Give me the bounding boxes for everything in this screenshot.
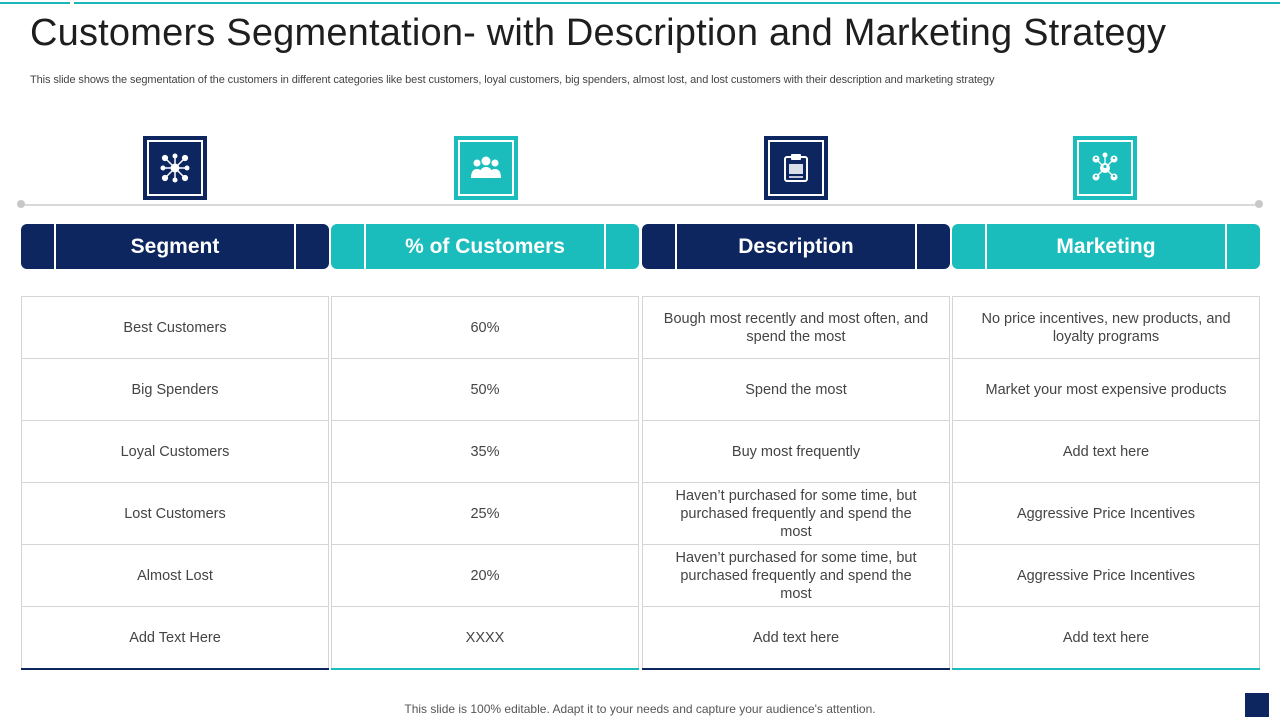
column-underline <box>642 668 950 670</box>
column-underline <box>21 668 329 670</box>
table-cell: Bough most recently and most often, and … <box>643 297 949 359</box>
top-accent-line <box>0 2 1280 4</box>
page-subtitle: This slide shows the segmentation of the… <box>30 74 995 86</box>
column-segment: Best Customers Big Spenders Loyal Custom… <box>21 296 329 670</box>
table-cell: XXXX <box>465 630 505 646</box>
table-cell: No price incentives, new products, and l… <box>953 297 1259 359</box>
column-description: Bough most recently and most often, and … <box>642 296 950 670</box>
table-cell: Add text here <box>1062 630 1150 646</box>
connected-users-icon <box>1073 136 1137 200</box>
header-marketing-label: Marketing <box>1056 234 1156 258</box>
timeline-dot-right <box>1255 200 1263 208</box>
table-cell: Best Customers <box>22 297 328 359</box>
table-cell: Add text here <box>752 630 840 646</box>
header-segment: Segment <box>21 224 329 269</box>
header-description: Description <box>642 224 950 269</box>
table-cell: Haven’t purchased for some time, but pur… <box>643 545 949 607</box>
network-icon <box>143 136 207 200</box>
timeline-dot-left <box>17 200 25 208</box>
clipboard-icon <box>764 136 828 200</box>
table-cell: Loyal Customers <box>22 421 328 483</box>
table-cell: Buy most frequently <box>643 421 949 483</box>
table-cell: Lost Customers <box>22 483 328 545</box>
table-cell: 35% <box>332 421 638 483</box>
table-cell: Add text here <box>953 421 1259 483</box>
table-cell: Market your most expensive products <box>953 359 1259 421</box>
header-percent-customers-label: % of Customers <box>405 234 565 258</box>
page-title: Customers Segmentation- with Description… <box>30 12 1167 54</box>
table-cell: 50% <box>332 359 638 421</box>
header-segment-label: Segment <box>130 234 220 258</box>
people-group-icon <box>454 136 518 200</box>
column-percent-customers: 60% 50% 35% 25% 20% XXXX <box>331 296 639 670</box>
timeline-line <box>20 204 1260 206</box>
column-underline <box>952 668 1260 670</box>
table-cell: 20% <box>332 545 638 607</box>
column-marketing: No price incentives, new products, and l… <box>952 296 1260 670</box>
header-description-label: Description <box>738 234 854 258</box>
table-cell: Big Spenders <box>22 359 328 421</box>
table-cell: 25% <box>332 483 638 545</box>
table-cell: 60% <box>332 297 638 359</box>
header-marketing: Marketing <box>952 224 1260 269</box>
table-cell: Add Text Here <box>129 630 221 646</box>
corner-square <box>1245 693 1269 717</box>
table-cell: Spend the most <box>643 359 949 421</box>
table-cell: Almost Lost <box>22 545 328 607</box>
footer-note: This slide is 100% editable. Adapt it to… <box>404 702 876 716</box>
column-underline <box>331 668 639 670</box>
table-cell: Haven’t purchased for some time, but pur… <box>643 483 949 545</box>
table-cell: Aggressive Price Incentives <box>953 483 1259 545</box>
table-cell: Aggressive Price Incentives <box>953 545 1259 607</box>
header-percent-customers: % of Customers <box>331 224 639 269</box>
